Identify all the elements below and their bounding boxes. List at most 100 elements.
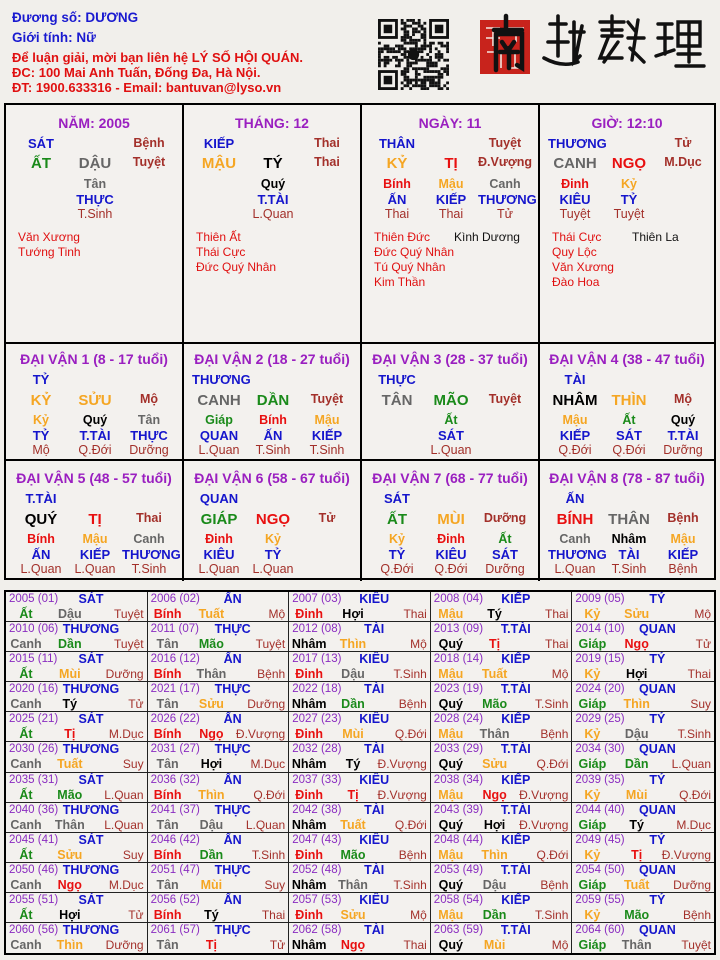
- hidden-god: KIÊU: [559, 192, 591, 207]
- stars-left: Thái Cực Quy Lộc Văn Xương Đào Hoa: [552, 230, 614, 290]
- year-pillar: Giáp Thìn Suy: [572, 697, 711, 711]
- heavenly-stem: TÂN: [381, 392, 413, 409]
- year-cell: 2011 (07) THỰC Tân Mão Tuyệt: [147, 622, 290, 653]
- hidden-stem: Đinh: [205, 532, 233, 546]
- dai-van-2: ĐẠI VẬN 2 (18 - 27 tuổi) THƯƠNG CANH DẦN Tuy…: [184, 342, 362, 461]
- year-label: 2064 (60): [575, 923, 625, 936]
- year-god: TỶ: [649, 832, 666, 847]
- year-pillar: Bính Ngọ Đ.Vượng: [148, 727, 285, 741]
- year-pillar: Mậu Ngọ Đ.Vượng: [431, 788, 568, 802]
- year-cell: 2058 (54) KIẾP Mậu Dần T.Sinh: [430, 892, 573, 923]
- hidden-god: SÁT: [492, 547, 518, 562]
- year-phase: Thai: [687, 667, 711, 682]
- year-phase: Dưỡng: [105, 937, 144, 952]
- hidden-phases-row: Q.Đới Q.Đới Dưỡng: [370, 562, 532, 576]
- pillar-top-phase: Tử: [674, 136, 692, 150]
- dai-van-title: ĐẠI VẬN 8 (78 - 87 tuổi): [549, 470, 705, 486]
- year-label: 2028 (24): [433, 713, 484, 726]
- year-label: 2057 (53): [292, 893, 342, 906]
- year-label: 2011 (07): [150, 623, 199, 636]
- spacer: [478, 413, 532, 427]
- year-label: 2015 (11): [9, 653, 58, 666]
- dai-van-phase: Tử: [318, 511, 336, 525]
- hidden-god: T.TÀI: [79, 428, 111, 443]
- year-label: 2006 (02): [150, 593, 200, 605]
- year-cell: 2042 (38) TÀI Nhâm Tuất Q.Đới: [289, 802, 431, 833]
- year-stem: Tân: [156, 637, 179, 652]
- dai-van-god: THỰC: [378, 372, 416, 387]
- year-branch: Sửu: [624, 607, 650, 621]
- year-god: T.TÀI: [500, 922, 531, 937]
- year-label: 2036 (32): [150, 773, 200, 786]
- year-cell: 2062 (58) TÀI Nhâm Ngọ Thai: [289, 922, 431, 953]
- year-pillar: Nhâm Thân T.Sinh: [289, 878, 427, 892]
- year-branch: Mùi: [483, 937, 506, 952]
- year-god: ẤN: [223, 652, 242, 667]
- year-branch: Tuất: [481, 667, 508, 682]
- year-stem: Đinh: [295, 847, 324, 862]
- year-phase: Bệnh: [398, 847, 427, 862]
- year-cell: 2056 (52) ẤN Bính Tý Thai: [147, 892, 290, 923]
- earthly-branch: DẬU: [78, 155, 112, 172]
- hidden-stem: Bính: [27, 532, 55, 546]
- year-god: QUAN: [638, 862, 676, 877]
- spacer: [300, 562, 354, 576]
- spacer: [478, 443, 532, 457]
- undefined: THÂN Tuyệt: [370, 136, 532, 151]
- earthly-branch: DẦN: [256, 392, 290, 409]
- star-item: Thiên La: [632, 230, 679, 244]
- hidden-god: KIẾP: [559, 428, 591, 443]
- year-pillar: Quý Tị Thai: [431, 637, 569, 651]
- earthly-branch: TÝ: [263, 155, 283, 172]
- year-cell: 2041 (37) THỰC Tân Dậu L.Quan: [147, 802, 290, 833]
- year-branch: Ngọ: [340, 937, 366, 952]
- year-pillar: Mậu Thìn Q.Đới: [431, 848, 568, 862]
- year-branch: Tị: [64, 727, 76, 742]
- year-god: THỰC: [214, 922, 251, 937]
- hidden-stem: Bính: [383, 177, 411, 191]
- year-branch: Mùi: [342, 727, 364, 742]
- year-god: T.TÀI: [500, 622, 531, 637]
- earthly-branch: MÃO: [433, 392, 469, 409]
- year-label: 2061 (57): [150, 923, 200, 936]
- year-label: 2043 (39): [433, 803, 484, 816]
- annual-luck-table: 2005 (01) SÁT Ất Dậu Tuyệt 2006 (02) ẤN Bính Tuấ…: [4, 590, 716, 955]
- dai-van-god: TÀI: [564, 372, 586, 387]
- year-branch: Hợi: [59, 907, 81, 922]
- year-pillar: Bính Tý Thai: [148, 908, 285, 922]
- year-stem: Kỷ: [584, 847, 601, 862]
- hidden-stem: Kỷ: [265, 532, 281, 546]
- year-god: ẤN: [223, 592, 242, 606]
- year-pillar: Đinh Mùi Q.Đới: [289, 727, 427, 741]
- year-phase: Tử: [695, 637, 711, 652]
- hidden-stem: Ất: [444, 413, 458, 427]
- year-pillar: Đinh Dậu T.Sinh: [289, 667, 427, 681]
- year-pillar: Kỷ Sửu Mộ: [572, 607, 711, 621]
- year-phase: T.Sinh: [393, 877, 427, 892]
- year-pillar: Kỷ Hợi Thai: [572, 667, 711, 681]
- spacer: [300, 532, 354, 546]
- year-pillar: Canh Thìn Dưỡng: [6, 937, 144, 952]
- year-label: 2040 (36): [9, 803, 59, 816]
- year-god: SÁT: [78, 832, 104, 847]
- year-stem: Tân: [156, 697, 179, 712]
- year-stem: Giáp: [578, 697, 607, 712]
- year-pillar: Ất Mùi Dưỡng: [6, 667, 143, 681]
- year-stem: Tân: [156, 937, 179, 952]
- hidden-god: ẤN: [387, 192, 407, 207]
- year-cell: 2043 (39) T.TÀI Quý Hợi Đ.Vượng: [430, 802, 573, 833]
- year-god: ẤN: [223, 832, 242, 847]
- year-label: 2019 (15): [575, 653, 625, 666]
- year-label: 2045 (41): [9, 833, 59, 846]
- year-god: TỶ: [649, 892, 666, 907]
- year-phase: Thai: [545, 637, 569, 652]
- hidden-phase: Dưỡng: [485, 562, 525, 576]
- hidden-stem: Kỷ: [621, 177, 637, 191]
- dai-van-phase: Mộ: [673, 392, 693, 406]
- hidden-phase: Q.Đới: [380, 562, 414, 576]
- year-stem: Ất: [19, 607, 33, 621]
- year-stem: Giáp: [578, 637, 607, 652]
- year-god: QUAN: [638, 622, 676, 637]
- year-god: KIẾP: [501, 832, 531, 847]
- year-stem: Giáp: [578, 877, 607, 892]
